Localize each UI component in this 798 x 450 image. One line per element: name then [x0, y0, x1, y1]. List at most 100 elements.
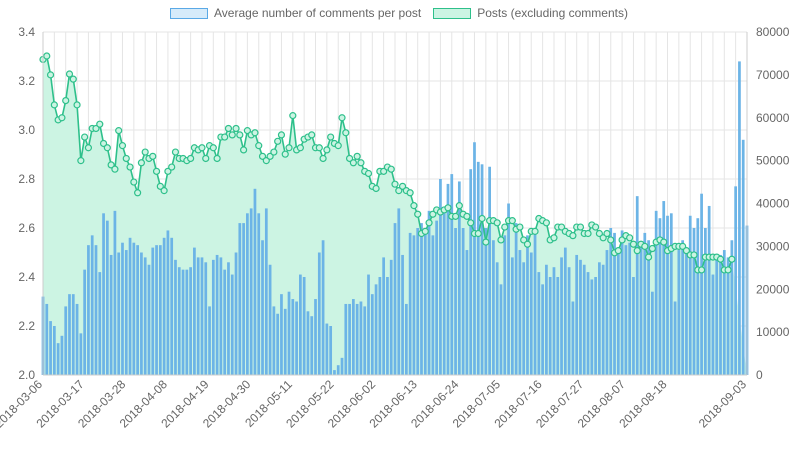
- posts-point: [99, 139, 108, 148]
- comments-bar: [563, 247, 567, 375]
- legend-item-comments[interactable]: Average number of comments per post: [170, 6, 421, 20]
- posts-point: [429, 210, 437, 218]
- legend-swatch-posts: [433, 7, 472, 19]
- right-tick-label: 0: [756, 368, 763, 382]
- comments-bar: [348, 303, 351, 375]
- posts-point: [202, 154, 210, 163]
- posts-point: [414, 210, 422, 218]
- comments-bar: [219, 257, 223, 375]
- posts-point: [118, 142, 127, 150]
- legend-swatch-comments: [170, 7, 209, 19]
- comments-bar: [272, 306, 276, 375]
- comments-bar: [442, 213, 446, 375]
- comments-bar: [480, 164, 484, 375]
- comments-bar: [170, 237, 174, 375]
- comments-bar: [249, 208, 253, 375]
- comments-bar: [571, 301, 575, 375]
- comments-bar: [261, 240, 264, 375]
- posts-point: [285, 144, 293, 152]
- posts-point: [81, 133, 89, 141]
- posts-point: [77, 157, 85, 165]
- posts-point: [296, 144, 304, 152]
- posts-point: [255, 142, 263, 150]
- comments-bar: [556, 277, 560, 375]
- comments-bar: [151, 247, 155, 375]
- comments-bar: [666, 215, 669, 375]
- x-tick-label: 2018-09-03: [696, 377, 750, 431]
- comments-bar: [726, 257, 730, 375]
- right-tick-label: 60000: [756, 111, 790, 125]
- posts-point: [716, 255, 725, 263]
- comments-bar: [117, 252, 121, 375]
- comments-bar: [601, 264, 605, 375]
- comments-bar: [310, 316, 314, 375]
- posts-point: [372, 184, 380, 193]
- posts-point: [697, 266, 706, 274]
- comments-bar: [590, 279, 594, 375]
- right-tick-label: 80000: [756, 25, 790, 39]
- posts-point: [342, 129, 350, 137]
- comments-bar: [700, 193, 703, 375]
- comments-bar: [367, 274, 370, 375]
- comments-bar: [461, 228, 465, 375]
- comments-bar: [620, 230, 624, 375]
- posts-point: [641, 242, 649, 250]
- comments-bar: [295, 301, 298, 375]
- comments-bar: [136, 245, 139, 375]
- comments-bar: [49, 321, 52, 375]
- posts-point: [444, 204, 452, 212]
- right-tick-label: 20000: [756, 282, 790, 296]
- comments-bar: [143, 257, 147, 375]
- comments-bar: [594, 277, 597, 375]
- posts-point: [603, 229, 611, 238]
- posts-point: [451, 212, 460, 220]
- comments-bar: [257, 213, 261, 375]
- comments-bar: [533, 228, 537, 375]
- comments-bar: [321, 240, 325, 375]
- comments-bar: [734, 186, 738, 375]
- comments-bar: [541, 284, 544, 375]
- posts-point: [569, 232, 577, 240]
- comments-bar: [488, 166, 491, 375]
- comments-bar: [575, 254, 579, 375]
- comments-bar: [662, 201, 666, 375]
- comments-bar: [651, 291, 654, 375]
- comments-bar: [423, 228, 427, 375]
- legend-item-posts[interactable]: Posts (excluding comments): [433, 6, 628, 20]
- posts-point: [357, 159, 365, 167]
- comments-bar: [514, 223, 518, 375]
- posts-point: [224, 124, 233, 133]
- comments-bar: [230, 274, 234, 375]
- posts-point: [209, 144, 217, 152]
- posts-point: [107, 161, 115, 169]
- posts-point: [65, 70, 74, 78]
- posts-point: [463, 212, 471, 220]
- comments-bar: [450, 174, 454, 375]
- posts-point: [633, 247, 641, 255]
- posts-point: [345, 154, 354, 163]
- comments-bar: [420, 223, 423, 375]
- comments-bar: [688, 215, 692, 375]
- comments-bar: [503, 235, 507, 375]
- comments-bar: [196, 257, 200, 375]
- posts-point: [274, 137, 282, 145]
- comments-bar: [329, 326, 333, 375]
- posts-point: [156, 182, 164, 190]
- comments-bar: [302, 277, 306, 375]
- comments-bar: [299, 274, 302, 375]
- posts-point: [614, 247, 622, 255]
- comments-bar: [560, 257, 563, 375]
- comments-bar: [639, 245, 643, 375]
- posts-point: [398, 182, 407, 190]
- comments-bar: [132, 242, 136, 375]
- posts-point: [387, 165, 395, 173]
- posts-point: [508, 217, 516, 225]
- comments-bar: [52, 326, 56, 375]
- comments-bar: [166, 230, 170, 375]
- comments-bar: [613, 232, 616, 375]
- right-tick-label: 30000: [756, 239, 790, 253]
- posts-point: [58, 114, 66, 122]
- comments-bar: [352, 299, 355, 375]
- comments-bar: [499, 284, 503, 375]
- comments-bar: [707, 205, 711, 375]
